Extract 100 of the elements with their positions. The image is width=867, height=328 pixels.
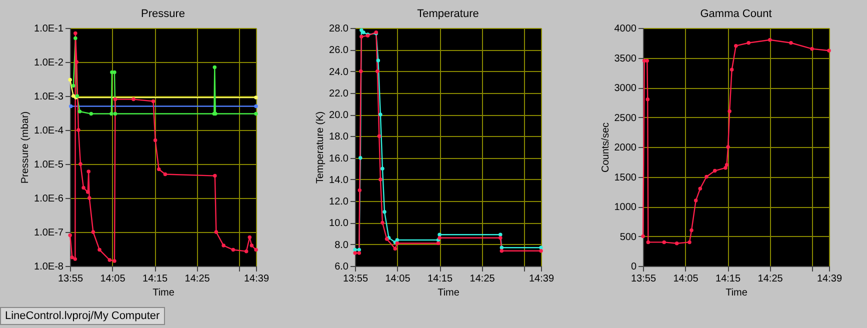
y-tick-label: 2000 (614, 142, 637, 154)
y-tick-label: 0 (630, 262, 637, 272)
point (114, 112, 118, 116)
point (250, 244, 254, 248)
point (214, 230, 218, 234)
point (213, 174, 218, 178)
point (377, 134, 382, 138)
text: LineControl.lvproj/My Computer (0, 307, 165, 325)
point (727, 109, 732, 114)
point (694, 198, 698, 202)
y-tick-label: 1.0E-4 (34, 126, 64, 136)
point (768, 38, 772, 42)
point (698, 186, 702, 191)
point (689, 228, 694, 232)
y-tick-label: 12.0 (329, 196, 349, 208)
x-tick-label: 13:55 (630, 274, 656, 284)
point (357, 251, 361, 255)
x-axis-title: Time (438, 288, 460, 298)
point (98, 248, 102, 252)
point (74, 257, 78, 261)
y-tick-label: 8.0 (334, 240, 349, 251)
point (132, 97, 136, 102)
point (362, 30, 366, 34)
point (382, 210, 386, 214)
x-tick-label: 14:15 (715, 274, 741, 284)
point (687, 240, 692, 244)
x-tick-label: 13:55 (342, 274, 368, 284)
point (395, 238, 400, 242)
y-tick-label: 1000 (614, 202, 637, 213)
point (436, 241, 440, 246)
point (378, 178, 382, 182)
point (810, 46, 814, 51)
y-tick-label: 6.0 (334, 262, 349, 272)
point (500, 248, 504, 253)
y-axis-title: Pressure (mbar) (20, 111, 32, 184)
y-tick-label: 14.0 (329, 174, 349, 186)
point (152, 99, 156, 104)
y-tick-label: 1.0E-2 (34, 58, 64, 68)
y-tick-label: 500 (619, 232, 637, 243)
y-tick-label: 3000 (614, 83, 637, 94)
point (674, 242, 678, 246)
point (378, 112, 382, 116)
point (353, 251, 357, 255)
y-tick-label: 2500 (614, 112, 637, 124)
x-tick-label: 14:39 (244, 274, 270, 284)
point (640, 234, 645, 238)
point (359, 69, 363, 74)
chart-title: Temperature (417, 8, 479, 20)
x-tick-label: 13:55 (58, 274, 84, 284)
x-axis-title: Time (725, 288, 748, 298)
point (68, 78, 72, 82)
point (110, 112, 114, 116)
point (108, 258, 112, 262)
point (662, 240, 666, 244)
chart-title: Gamma Count (700, 8, 772, 20)
point (788, 41, 792, 45)
point (157, 167, 162, 172)
point (69, 104, 74, 108)
y-tick-label: 1.0E-3 (34, 92, 64, 102)
point (358, 156, 362, 160)
point (70, 255, 74, 260)
point (87, 170, 91, 174)
point (826, 48, 831, 52)
point (730, 68, 734, 72)
point (78, 110, 82, 114)
y-axis-title: Counts/sec (600, 122, 611, 173)
point (380, 166, 384, 171)
x-tick-label: 14:25 (470, 274, 496, 284)
point (376, 58, 380, 62)
point (498, 232, 502, 236)
x-tick-label: 14:05 (100, 274, 126, 284)
point (539, 246, 543, 250)
point (395, 241, 400, 246)
point (726, 145, 730, 149)
point (248, 235, 252, 240)
point (112, 259, 117, 263)
point (72, 84, 76, 88)
point (92, 230, 96, 234)
point (358, 188, 362, 192)
point (393, 246, 398, 251)
point (376, 69, 380, 74)
y-tick-label: 1.0E-5 (34, 160, 64, 170)
point (74, 36, 78, 40)
chart-title: Pressure (141, 8, 186, 20)
y-tick-label: 3500 (614, 53, 637, 64)
point (222, 244, 226, 248)
y-tick-label: 16.0 (329, 153, 349, 164)
point (244, 249, 249, 254)
point (90, 112, 94, 116)
point (712, 168, 716, 173)
point (114, 97, 118, 102)
point (357, 248, 361, 252)
y-tick-label: 18.0 (329, 132, 349, 143)
point (360, 34, 364, 39)
y-tick-label: 28.0 (329, 24, 349, 34)
y-tick-label: 1.0E-8 (34, 262, 64, 272)
point (75, 60, 79, 64)
point (438, 232, 442, 236)
x-tick-label: 14:25 (757, 274, 783, 284)
point (82, 186, 86, 190)
